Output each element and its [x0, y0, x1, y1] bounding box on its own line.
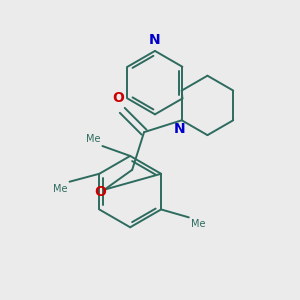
- Text: Me: Me: [53, 184, 68, 194]
- Text: N: N: [174, 122, 186, 136]
- Text: Me: Me: [191, 219, 205, 230]
- Text: Me: Me: [86, 134, 100, 144]
- Text: O: O: [112, 92, 124, 105]
- Text: N: N: [149, 33, 161, 47]
- Text: O: O: [94, 184, 106, 199]
